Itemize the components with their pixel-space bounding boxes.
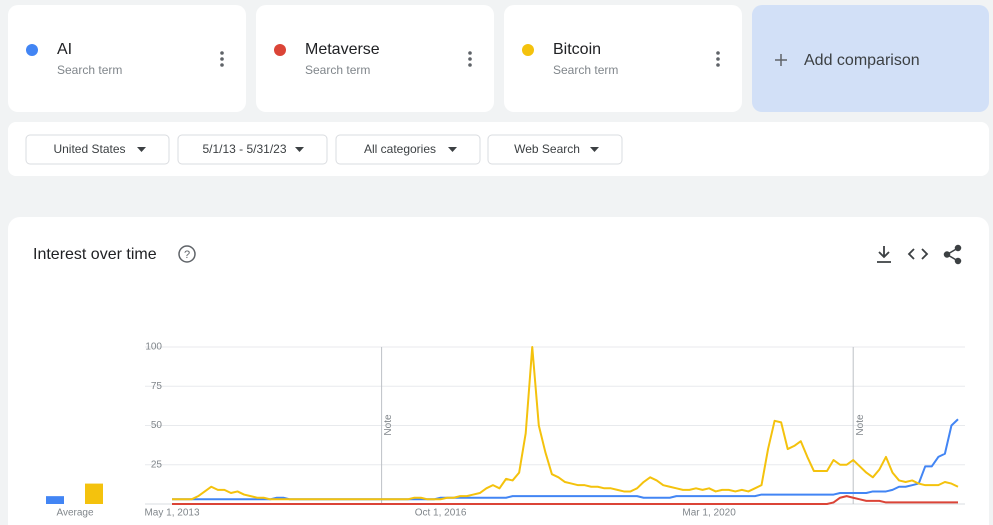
term-subtitle: Search term <box>57 63 122 77</box>
embed-icon[interactable] <box>907 248 929 260</box>
term-name: Metaverse <box>305 41 380 58</box>
series-line <box>172 495 958 505</box>
dropdown-bg <box>335 134 481 165</box>
term-name: Bitcoin <box>553 41 601 58</box>
term-name: AI <box>57 41 72 58</box>
note-label: Note <box>383 414 394 436</box>
term-card[interactable]: Bitcoin Search term <box>504 5 742 112</box>
note-label: Note <box>855 414 866 436</box>
filter-label: 5/1/13 - 5/31/23 <box>202 142 286 156</box>
y-tick-label: 100 <box>145 342 162 353</box>
y-tick-label: 25 <box>151 459 163 470</box>
term-card[interactable]: AI Search term <box>8 5 246 112</box>
download-icon[interactable] <box>877 246 891 263</box>
average-bar <box>85 483 103 504</box>
term-subtitle: Search term <box>305 63 370 77</box>
term-dot <box>26 44 38 56</box>
plus-icon <box>775 54 787 66</box>
y-tick-label: 50 <box>151 420 163 431</box>
dropdown-bg <box>177 134 328 165</box>
svg-text:?: ? <box>184 249 190 261</box>
average-bar <box>46 496 64 504</box>
term-card[interactable]: Metaverse Search term <box>256 5 494 112</box>
add-comparison[interactable]: Add comparison <box>752 5 989 112</box>
dropdown-arrow <box>137 147 146 152</box>
card-bg <box>504 5 742 112</box>
share-icon[interactable] <box>943 244 962 265</box>
y-tick-label: 75 <box>151 381 163 392</box>
term-dot <box>274 44 286 56</box>
x-tick-label: May 1, 2013 <box>144 508 199 519</box>
add-comparison-label: Add comparison <box>804 52 920 69</box>
dropdown-arrow <box>295 147 304 152</box>
x-tick-label: Mar 1, 2020 <box>682 508 736 519</box>
help-icon[interactable]: ? <box>178 245 196 263</box>
filter-dropdown[interactable]: All categories <box>335 134 481 165</box>
card-bg <box>8 5 246 112</box>
dropdown-bg <box>487 134 623 165</box>
chart-panel <box>8 217 989 525</box>
filter-label: Web Search <box>514 142 580 156</box>
menu-icon[interactable] <box>468 51 472 67</box>
card-bg <box>752 5 989 112</box>
x-tick-label: Oct 1, 2016 <box>415 508 467 519</box>
dropdown-arrow <box>448 147 457 152</box>
menu-icon[interactable] <box>220 51 224 67</box>
filter-dropdown[interactable]: United States <box>25 134 170 165</box>
filter-label: All categories <box>364 142 436 156</box>
dropdown-bg <box>25 134 170 165</box>
panel-title: Interest over time <box>33 246 157 263</box>
dropdown-arrow <box>590 147 599 152</box>
card-bg <box>256 5 494 112</box>
filter-label: United States <box>53 142 125 156</box>
term-subtitle: Search term <box>553 63 618 77</box>
term-dot <box>522 44 534 56</box>
filter-dropdown[interactable]: Web Search <box>487 134 623 165</box>
series-line <box>172 346 959 501</box>
average-label: Average <box>56 508 94 519</box>
menu-icon[interactable] <box>716 51 720 67</box>
filter-dropdown[interactable]: 5/1/13 - 5/31/23 <box>177 134 328 165</box>
